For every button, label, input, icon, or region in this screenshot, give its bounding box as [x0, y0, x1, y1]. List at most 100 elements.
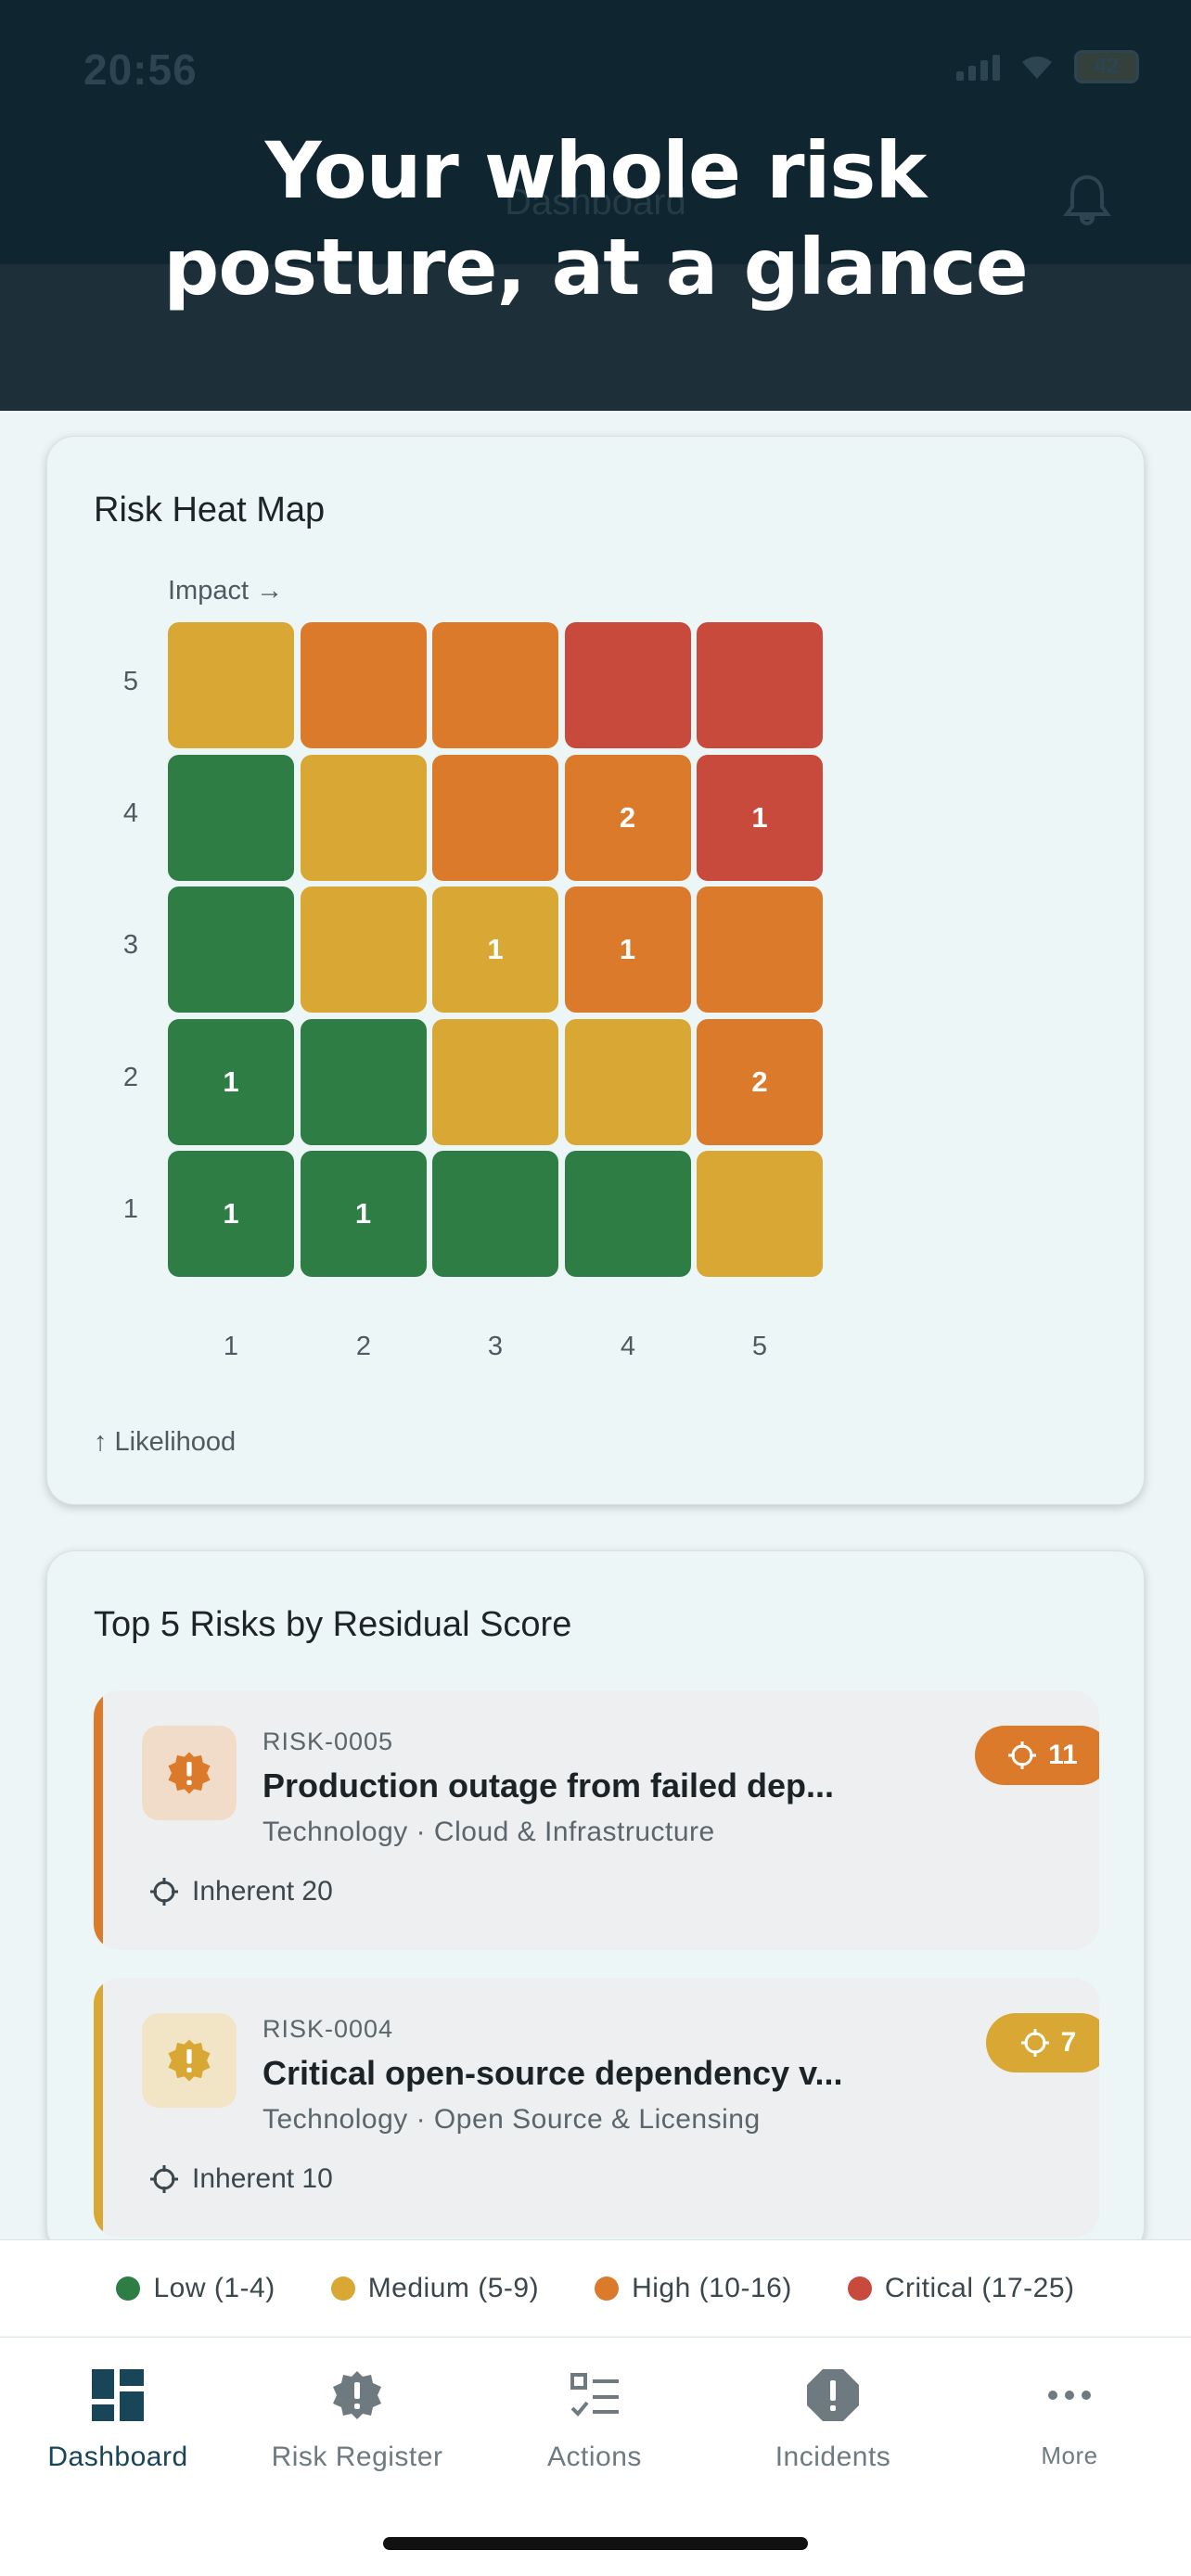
- promo-headline: Your whole risk posture, at a glance: [0, 122, 1191, 315]
- heat-map-cell[interactable]: [432, 754, 558, 881]
- heat-map-cell[interactable]: [168, 622, 294, 748]
- risk-title: Production outage from failed dep...: [263, 1766, 835, 1804]
- residual-score-badge: 11: [975, 1726, 1099, 1785]
- legend-label: Medium (5-9): [367, 2272, 540, 2303]
- legend-dot: [847, 2276, 872, 2301]
- col-label: 3: [487, 1332, 504, 1361]
- row-label: 5: [122, 667, 139, 696]
- tab-dashboard[interactable]: Dashboard: [2, 2366, 234, 2473]
- warning-badge-icon: [168, 2039, 211, 2082]
- app-header-background: [0, 0, 1191, 264]
- heat-map-cell[interactable]: [564, 1018, 691, 1145]
- headline-line-2: posture, at a glance: [163, 222, 1029, 312]
- risk-list-item[interactable]: RISK-0005 Production outage from failed …: [94, 1690, 1099, 1950]
- heat-map-cell[interactable]: [168, 886, 294, 1013]
- tab-label: Dashboard: [47, 2442, 188, 2472]
- likelihood-axis-label: ↑ Likelihood: [94, 1427, 237, 1457]
- risk-inherent-score: Inherent 10: [149, 2163, 333, 2195]
- col-label: 2: [355, 1332, 372, 1361]
- bottom-tab-bar: Dashboard Risk Register Actions Incident…: [0, 2337, 1191, 2576]
- crosshair-icon: [150, 1878, 178, 1906]
- heat-map-cell[interactable]: [697, 1151, 823, 1277]
- heat-map-cell[interactable]: [300, 622, 427, 748]
- legend-item-critical: Critical (17-25): [847, 2273, 1075, 2304]
- legend-dot: [330, 2276, 355, 2301]
- severity-legend: Low (1-4) Medium (5-9) High (10-16) Crit…: [0, 2239, 1191, 2336]
- inherent-label: Inherent 20: [192, 1876, 333, 1906]
- risk-category: Technology · Cloud & Infrastructure: [263, 1817, 715, 1847]
- legend-dot: [116, 2276, 141, 2301]
- risk-code: RISK-0004: [263, 2015, 394, 2043]
- checklist-icon: [565, 2366, 624, 2425]
- heat-map-cell[interactable]: 1: [168, 1018, 294, 1145]
- headline-line-1: Your whole risk: [264, 125, 928, 216]
- heat-map-cell[interactable]: 1: [564, 886, 691, 1013]
- heat-map-cell[interactable]: [168, 754, 294, 881]
- heat-map-title: Risk Heat Map: [94, 491, 326, 529]
- row-label: 3: [122, 930, 139, 960]
- risk-inherent-score: Inherent 20: [149, 1876, 333, 1907]
- bell-icon[interactable]: [1059, 172, 1115, 227]
- more-horizontal-icon: [1040, 2366, 1099, 2425]
- heat-map-cell[interactable]: [697, 622, 823, 748]
- alert-octagon-icon: [803, 2366, 863, 2425]
- dashboard-icon: [88, 2366, 147, 2425]
- heat-map-cell[interactable]: 2: [697, 1018, 823, 1145]
- heat-map-cell[interactable]: [300, 1018, 427, 1145]
- legend-label: Low (1-4): [153, 2272, 275, 2303]
- risk-title: Critical open-source dependency v...: [263, 2054, 843, 2092]
- residual-score: 7: [1060, 2027, 1077, 2058]
- risk-list-item[interactable]: RISK-0004 Critical open-source dependenc…: [94, 1978, 1099, 2238]
- row-label: 2: [122, 1063, 139, 1092]
- row-label: 1: [122, 1194, 139, 1224]
- impact-axis-label: Impact →: [168, 576, 284, 606]
- heat-map-cell[interactable]: 2: [564, 754, 691, 881]
- promo-banner: 20:56 42 Dashboard Your whole risk postu…: [0, 0, 1191, 411]
- battery-icon: 42: [1074, 50, 1139, 83]
- legend-label: High (10-16): [632, 2272, 792, 2303]
- heat-map-cell[interactable]: 1: [697, 754, 823, 881]
- risk-code: RISK-0005: [263, 1728, 394, 1755]
- heat-map-cell[interactable]: [564, 1151, 691, 1277]
- home-indicator: [383, 2537, 808, 2550]
- tab-incidents[interactable]: Incidents: [717, 2366, 949, 2473]
- tab-actions[interactable]: Actions: [479, 2366, 711, 2473]
- col-label: 1: [223, 1332, 239, 1361]
- risk-type-icon: [142, 1726, 237, 1820]
- residual-score: 11: [1048, 1740, 1078, 1770]
- top-risks-title: Top 5 Risks by Residual Score: [94, 1605, 572, 1644]
- status-time: 20:56: [83, 45, 198, 94]
- risk-category: Technology · Open Source & Licensing: [263, 2104, 761, 2135]
- heat-map-cell[interactable]: [697, 886, 823, 1013]
- heat-map-cell[interactable]: [432, 622, 558, 748]
- legend-dot: [595, 2276, 620, 2301]
- col-label: 5: [751, 1332, 768, 1361]
- col-label: 4: [620, 1332, 636, 1361]
- app-header-title: Dashboard: [505, 182, 686, 223]
- legend-item-high: High (10-16): [595, 2273, 792, 2304]
- heat-map-cell[interactable]: [432, 1151, 558, 1277]
- crosshair-icon: [150, 2165, 178, 2193]
- row-label: 4: [122, 798, 139, 828]
- heat-map-cell[interactable]: [564, 622, 691, 748]
- tab-label: Risk Register: [271, 2442, 443, 2472]
- heat-map-cell[interactable]: [300, 754, 427, 881]
- warning-badge-icon: [327, 2366, 387, 2425]
- heat-map-cell[interactable]: [432, 1018, 558, 1145]
- heat-map-cell[interactable]: 1: [432, 886, 558, 1013]
- tab-label: Incidents: [775, 2442, 891, 2472]
- cellular-signal-icon: [956, 53, 1000, 81]
- heat-map-cell[interactable]: [300, 886, 427, 1013]
- heat-map-cell[interactable]: 1: [300, 1151, 427, 1277]
- risk-accent-bar: [94, 1978, 103, 2238]
- warning-badge-icon: [168, 1752, 211, 1794]
- heat-map-cell[interactable]: 1: [168, 1151, 294, 1277]
- residual-score-badge: 7: [986, 2013, 1099, 2072]
- tab-more[interactable]: More: [954, 2366, 1185, 2470]
- status-icons: 42: [956, 50, 1139, 83]
- crosshair-icon: [1008, 1741, 1037, 1769]
- risk-type-icon: [142, 2013, 237, 2108]
- crosshair-icon: [1020, 2029, 1049, 2057]
- risk-accent-bar: [94, 1690, 103, 1950]
- tab-risk-register[interactable]: Risk Register: [241, 2366, 473, 2473]
